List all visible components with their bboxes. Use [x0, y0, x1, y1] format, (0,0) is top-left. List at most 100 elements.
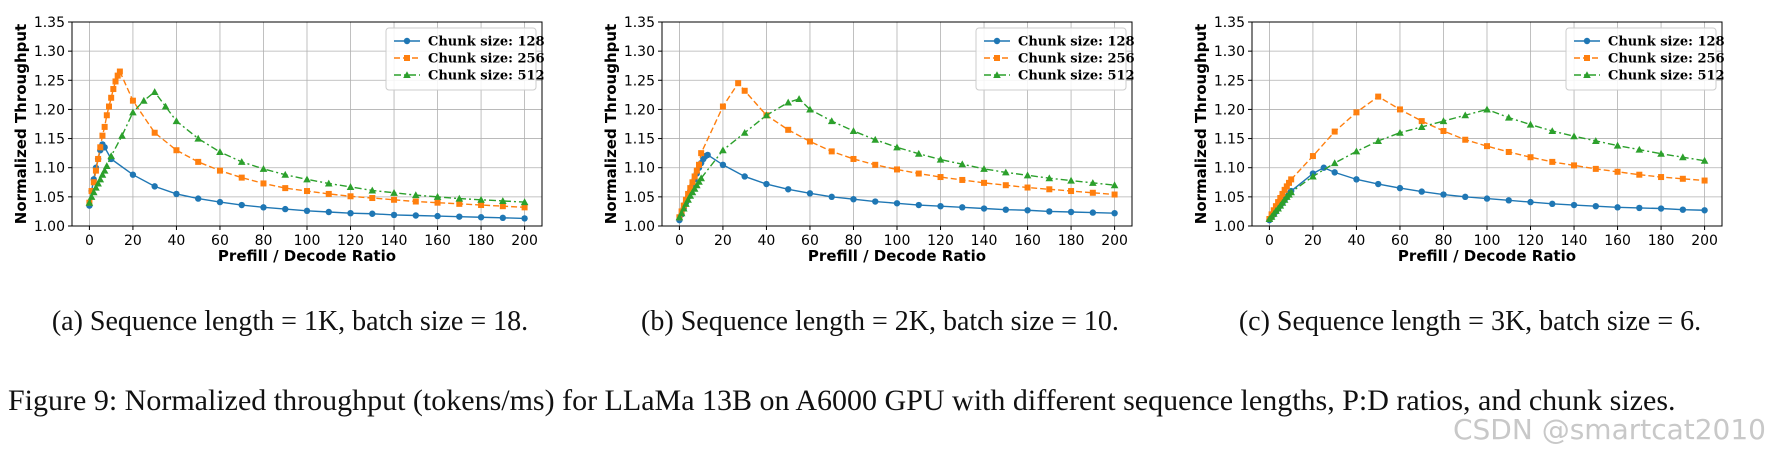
chart-b-data-point: [686, 191, 695, 199]
chart-b-data-point: [695, 161, 702, 168]
y-tick-label: 1.00: [1214, 219, 1245, 235]
chart-b-data-point: [936, 155, 945, 163]
chart-b-data-point: [850, 195, 857, 203]
watermark: CSDN @smartcat2010: [1452, 413, 1766, 446]
chart-b-data-point: [1002, 182, 1009, 189]
legend-label: Chunk size: 128: [1608, 35, 1725, 50]
chart-a-data-point: [456, 213, 463, 220]
chart-c-data-point: [1418, 188, 1425, 195]
chart-c-data-point: [1330, 159, 1339, 167]
chart-c-data-point: [1288, 176, 1295, 183]
chart-a-data-point: [347, 193, 354, 200]
x-tick-label: 120: [337, 233, 364, 249]
chart-c-data-point: [1396, 128, 1404, 136]
chart-c-data-point: [1701, 177, 1708, 184]
chart-a-data-point: [260, 180, 267, 187]
y-tick-label: 1.10: [624, 161, 655, 177]
chart-a-data-point: [87, 193, 96, 200]
chart-b-data-point: [828, 193, 835, 201]
x-tick-label: 20: [714, 233, 732, 249]
x-tick-label: 60: [211, 233, 229, 249]
chart-a-series-2: [85, 88, 529, 206]
chart-c-data-point: [1375, 93, 1382, 100]
chart-c-data-point: [1636, 171, 1643, 178]
legend-label: Chunk size: 512: [1018, 69, 1135, 84]
chart-b-data-point: [684, 195, 692, 203]
x-tick-label: 200: [511, 233, 538, 249]
chart-b-data-point: [1045, 174, 1054, 182]
x-tick-label: 160: [424, 233, 451, 249]
legend-swatch-marker: [403, 71, 411, 79]
legend-box: [975, 27, 1127, 91]
chart-b-series-2: [675, 95, 1119, 221]
chart-c-svg: 0 20 40 60 80 100 120 140 160 180 200 1.00 1.05 1.10 1…: [1192, 15, 1725, 265]
chart-c-data-point: [1440, 191, 1447, 198]
chart-c-data-point: [1375, 180, 1382, 188]
chart-c-data-point: [1527, 198, 1534, 206]
chart-c-data-point: [1700, 156, 1709, 164]
chart-c-data-point: [1635, 145, 1644, 153]
chart-c-data-point: [1309, 172, 1317, 180]
chart-c-data-point: [1526, 120, 1535, 128]
chart-a-data-point: [391, 196, 398, 203]
chart-c-data-point: [1679, 206, 1687, 213]
chart-a-data-point: [85, 198, 94, 206]
chart-a-data-point: [90, 179, 97, 186]
chart-b-data-point: [690, 184, 699, 192]
chart-c-data-point: [1272, 203, 1279, 210]
chart-a-data-point: [390, 188, 398, 196]
chart-a-data-point: [237, 158, 246, 165]
chart-a-data-point: [521, 215, 528, 222]
chart-b-data-point: [1067, 208, 1075, 216]
x-tick-label: 200: [1691, 233, 1718, 249]
chart-b-data-point: [719, 103, 726, 110]
chart-a-data-point: [92, 167, 99, 174]
x-tick-label: 180: [468, 233, 495, 249]
chart-b-svg: 0 20 40 60 80 100 120 140 160 180 200 1.00 1.05 1.10 1…: [602, 15, 1135, 265]
x-tick-label: 100: [294, 233, 321, 249]
y-tick-label: 1.00: [624, 219, 655, 235]
legend-label: Chunk size: 256: [428, 52, 545, 67]
chart-b-data-point: [980, 205, 988, 212]
chart-b-data-point: [682, 200, 690, 207]
chart-a-data-point: [88, 188, 95, 195]
chart-b-data-point: [872, 198, 879, 205]
chart-a-data-point: [173, 147, 180, 154]
chart-a-data-point: [216, 198, 224, 206]
chart-a-data-point: [94, 179, 102, 187]
chart-b-data-point: [827, 117, 836, 125]
x-tick-label: 140: [1561, 233, 1588, 249]
chart-b-data-point: [1089, 209, 1097, 216]
chart-a-data-point: [346, 183, 355, 190]
chart-a-data-point: [103, 162, 111, 170]
chart-c-legend: Chunk size: 128 Chunk size: 256 Chunk size…: [1565, 27, 1725, 91]
chart-a-data-point: [477, 195, 485, 203]
subcaption-b: (b) Sequence length = 2K, batch size = 1…: [641, 306, 1119, 337]
chart-a-data-point: [100, 166, 109, 174]
chart-b-data-point: [1067, 176, 1075, 184]
chart-b-data-point: [697, 174, 705, 182]
chart-a-data-point: [116, 68, 123, 75]
chart-a-data-point: [303, 175, 311, 183]
chart-c-data-point: [1591, 137, 1600, 144]
chart-c-data-point: [1483, 105, 1491, 113]
x-tick-label: 160: [1014, 233, 1041, 249]
chart-a-data-point: [114, 72, 121, 79]
chart-a-data-point: [195, 195, 202, 202]
legend-label: Chunk size: 128: [1018, 35, 1135, 50]
y-tick-label: 1.25: [624, 73, 655, 89]
chart-a-data-point: [259, 165, 268, 172]
chart-c-data-point: [1417, 123, 1426, 130]
x-tick-label: 160: [1604, 233, 1631, 249]
chart-b-data-point: [806, 105, 814, 113]
chart-c-data-point: [1277, 195, 1284, 202]
chart-c-data-point: [1283, 183, 1290, 190]
chart-c-x-axis-title: Prefill / Decode Ratio: [1398, 247, 1576, 265]
x-tick-label: 0: [675, 233, 684, 249]
chart-c-data-point: [1679, 153, 1687, 161]
chart-c-data-point: [1504, 113, 1513, 121]
chart-b-data-point: [871, 135, 880, 143]
chart-c-data-point: [1374, 137, 1383, 144]
chart-b-data-point: [785, 126, 792, 133]
chart-a-data-point: [216, 167, 223, 174]
